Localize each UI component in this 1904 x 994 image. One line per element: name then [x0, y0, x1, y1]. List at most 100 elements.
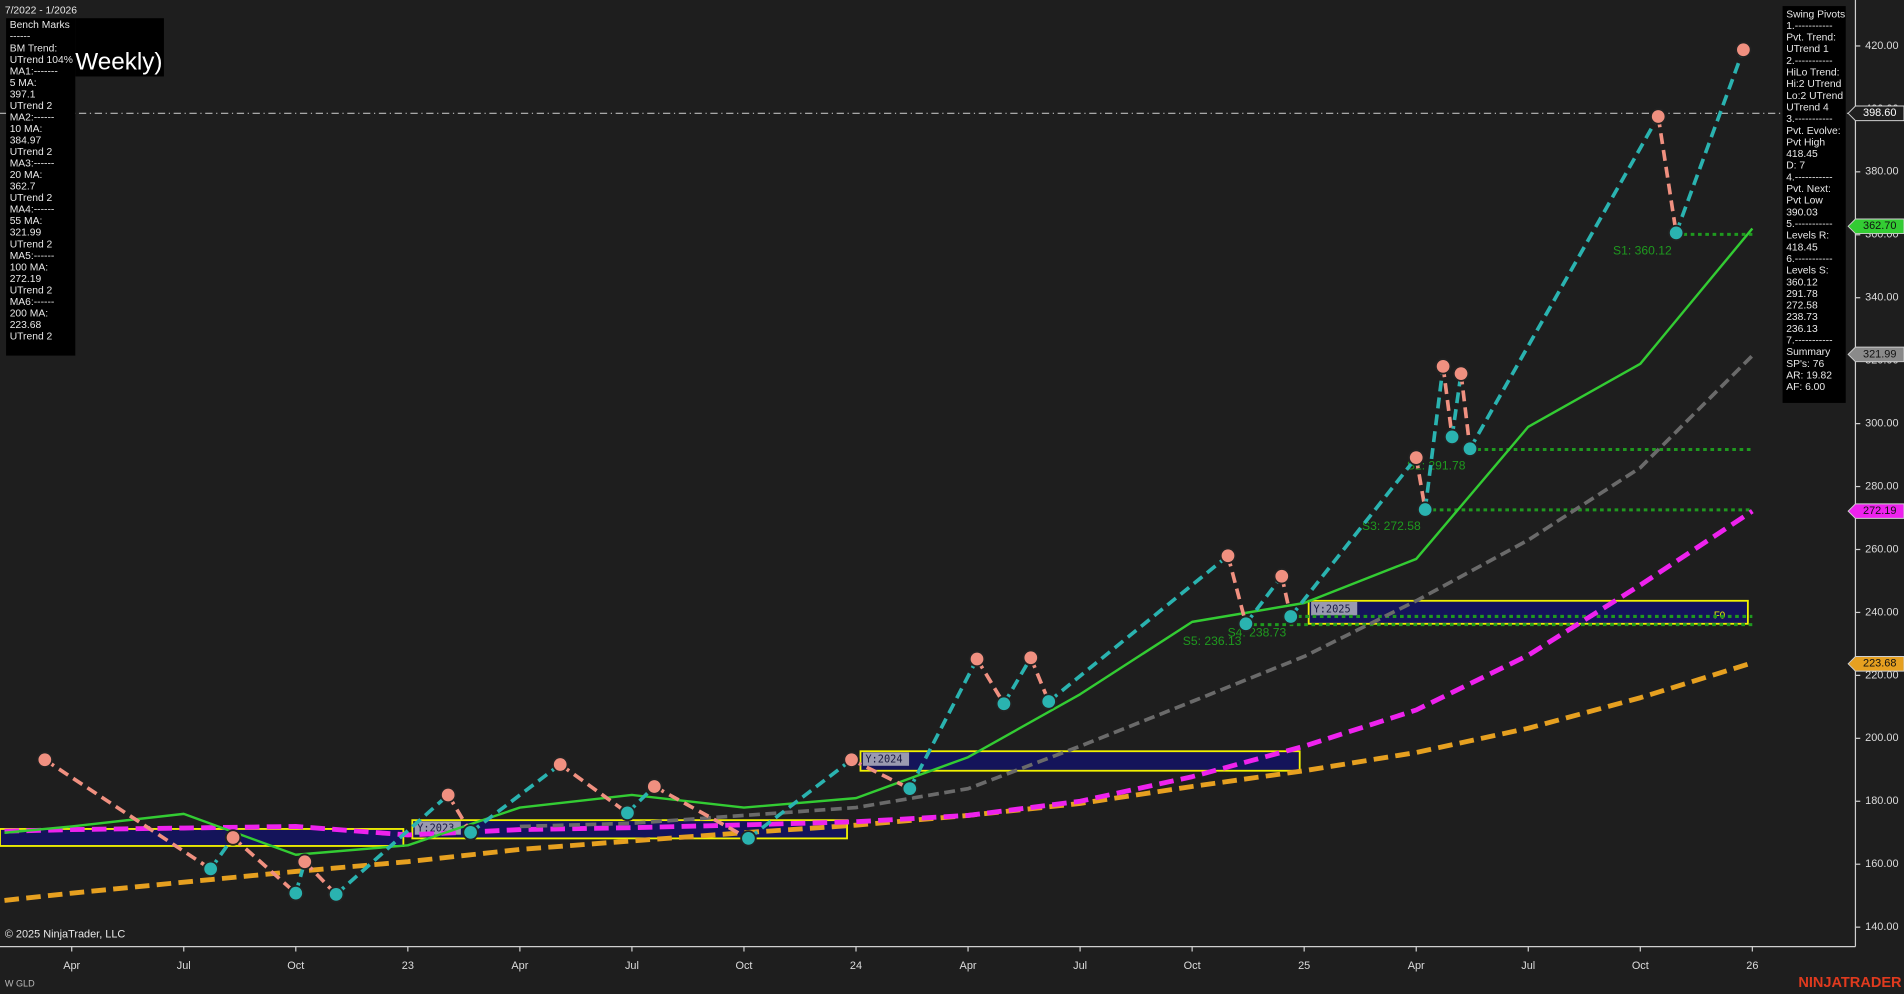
pivot-marker — [1040, 693, 1057, 710]
pivot-marker — [968, 650, 986, 668]
pivot-marker — [1650, 108, 1667, 125]
benchmark-line: 10 MA: — [10, 124, 43, 135]
swing-leg — [850, 758, 911, 791]
pivot-marker — [1273, 568, 1290, 585]
pivot-marker — [1443, 428, 1461, 446]
x-tick-label: Apr — [63, 960, 80, 972]
swing-line: AR: 19.82 — [1786, 370, 1832, 381]
swing-line: 236.13 — [1786, 324, 1818, 335]
pivot-marker — [1434, 358, 1452, 375]
swing-line: 291.78 — [1786, 289, 1818, 300]
y-tick-label: 300.00 — [1865, 418, 1898, 430]
pivot-marker — [36, 751, 54, 768]
swing-line: 4.----------- — [1786, 172, 1832, 183]
pivot-marker — [1416, 501, 1434, 518]
pivot-marker — [843, 751, 860, 768]
swing-line: 238.73 — [1786, 312, 1818, 323]
swing-leg — [653, 784, 750, 840]
x-tick-label: Oct — [1184, 960, 1201, 972]
swing-line: 7.----------- — [1786, 336, 1832, 347]
benchmark-line: MA1:------- — [10, 66, 58, 77]
swing-line: Pvt. Evolve: — [1786, 126, 1840, 137]
pivot-marker — [646, 778, 663, 795]
swing-line: 6.----------- — [1786, 254, 1832, 265]
support-label: S3: 272.58 — [1362, 519, 1421, 533]
swing-line: 418.45 — [1786, 242, 1818, 253]
swing-line: Levels S: — [1786, 266, 1828, 277]
swing-leg — [469, 762, 562, 834]
swing-leg — [747, 758, 853, 840]
benchmark-line: 362.7 — [10, 182, 36, 193]
y-tick-label: 340.00 — [1865, 292, 1898, 304]
swing-line: Swing Pivots — [1786, 9, 1845, 20]
benchmark-panel — [6, 18, 76, 356]
brand: NINJATRADER — [1798, 975, 1902, 991]
x-tick-label: 23 — [402, 960, 414, 972]
y-tick-label: 280.00 — [1865, 480, 1898, 492]
swing-line: Summary — [1786, 347, 1831, 358]
swing-line: 2.----------- — [1786, 56, 1832, 67]
swing-leg — [1423, 366, 1445, 510]
copyright: © 2025 NinjaTrader, LLC — [5, 928, 126, 940]
year-box-label: Y:2023 — [417, 823, 454, 835]
x-tick-label: 26 — [1746, 960, 1758, 972]
swing-leg — [559, 762, 629, 815]
y-tick-label: 240.00 — [1865, 606, 1898, 618]
pivot-marker — [1408, 449, 1425, 466]
benchmark-line: 200 MA: — [10, 308, 48, 319]
swing-line: Lo:2 UTrend — [1786, 91, 1843, 102]
pivot-marker — [995, 695, 1013, 712]
swing-leg — [1244, 575, 1284, 625]
benchmark-line: MA4:------ — [10, 205, 55, 216]
swing-leg — [231, 836, 298, 895]
y-tick-label: 160.00 — [1865, 858, 1898, 870]
pivot-marker — [740, 830, 757, 847]
benchmark-line: 397.1 — [10, 89, 36, 100]
pivot-marker — [1022, 649, 1039, 666]
y-tick-label: 260.00 — [1865, 543, 1898, 555]
pivot-marker — [1461, 440, 1479, 457]
swing-leg — [1226, 555, 1248, 625]
benchmark-line: ------ — [10, 32, 31, 43]
swing-leg — [1459, 373, 1472, 450]
moving-average — [4, 227, 1754, 856]
swing-leg — [1002, 656, 1033, 705]
x-tick-label: Jul — [1073, 960, 1087, 972]
year-box-tag: F0 — [1714, 610, 1726, 621]
y-tick-label: 220.00 — [1865, 669, 1898, 681]
pivot-marker — [552, 756, 569, 773]
swing-leg — [1656, 116, 1678, 234]
price-tag-label: 362.70 — [1863, 220, 1896, 232]
swing-line: UTrend 1 — [1786, 44, 1829, 55]
price-tag-label: 272.19 — [1863, 505, 1896, 517]
year-box-label-bg — [862, 752, 910, 766]
title-panel — [75, 18, 164, 77]
moving-average — [4, 509, 1754, 838]
benchmark-line: 384.97 — [10, 136, 42, 147]
price-tag-label: 223.68 — [1863, 658, 1896, 670]
y-tick-label: 420.00 — [1865, 40, 1898, 52]
benchmark-line: MA5:------ — [10, 251, 55, 262]
y-tick-label: 180.00 — [1865, 795, 1898, 807]
benchmark-line: BM Trend: — [10, 43, 58, 54]
pivot-marker — [296, 853, 313, 870]
x-tick-label: 24 — [850, 960, 862, 972]
swing-line: 418.45 — [1786, 149, 1818, 160]
pivot-marker — [1237, 615, 1255, 632]
price-tag-label: 398.60 — [1863, 107, 1896, 119]
benchmark-line: UTrend 2 — [10, 101, 53, 112]
x-tick-label: Oct — [1632, 960, 1649, 972]
benchmark-line: Bench Marks — [10, 20, 70, 31]
pivot-marker — [1452, 365, 1470, 382]
benchmark-line: UTrend 2 — [10, 193, 53, 204]
pivot-marker — [462, 824, 479, 841]
benchmark-line: 100 MA: — [10, 262, 48, 273]
swing-line: AF: 6.00 — [1786, 382, 1825, 393]
swing-panel — [1782, 6, 1846, 403]
year-box — [1307, 599, 1749, 625]
benchmark-line: MA3:------ — [10, 159, 55, 170]
x-tick-label: Apr — [960, 960, 977, 972]
